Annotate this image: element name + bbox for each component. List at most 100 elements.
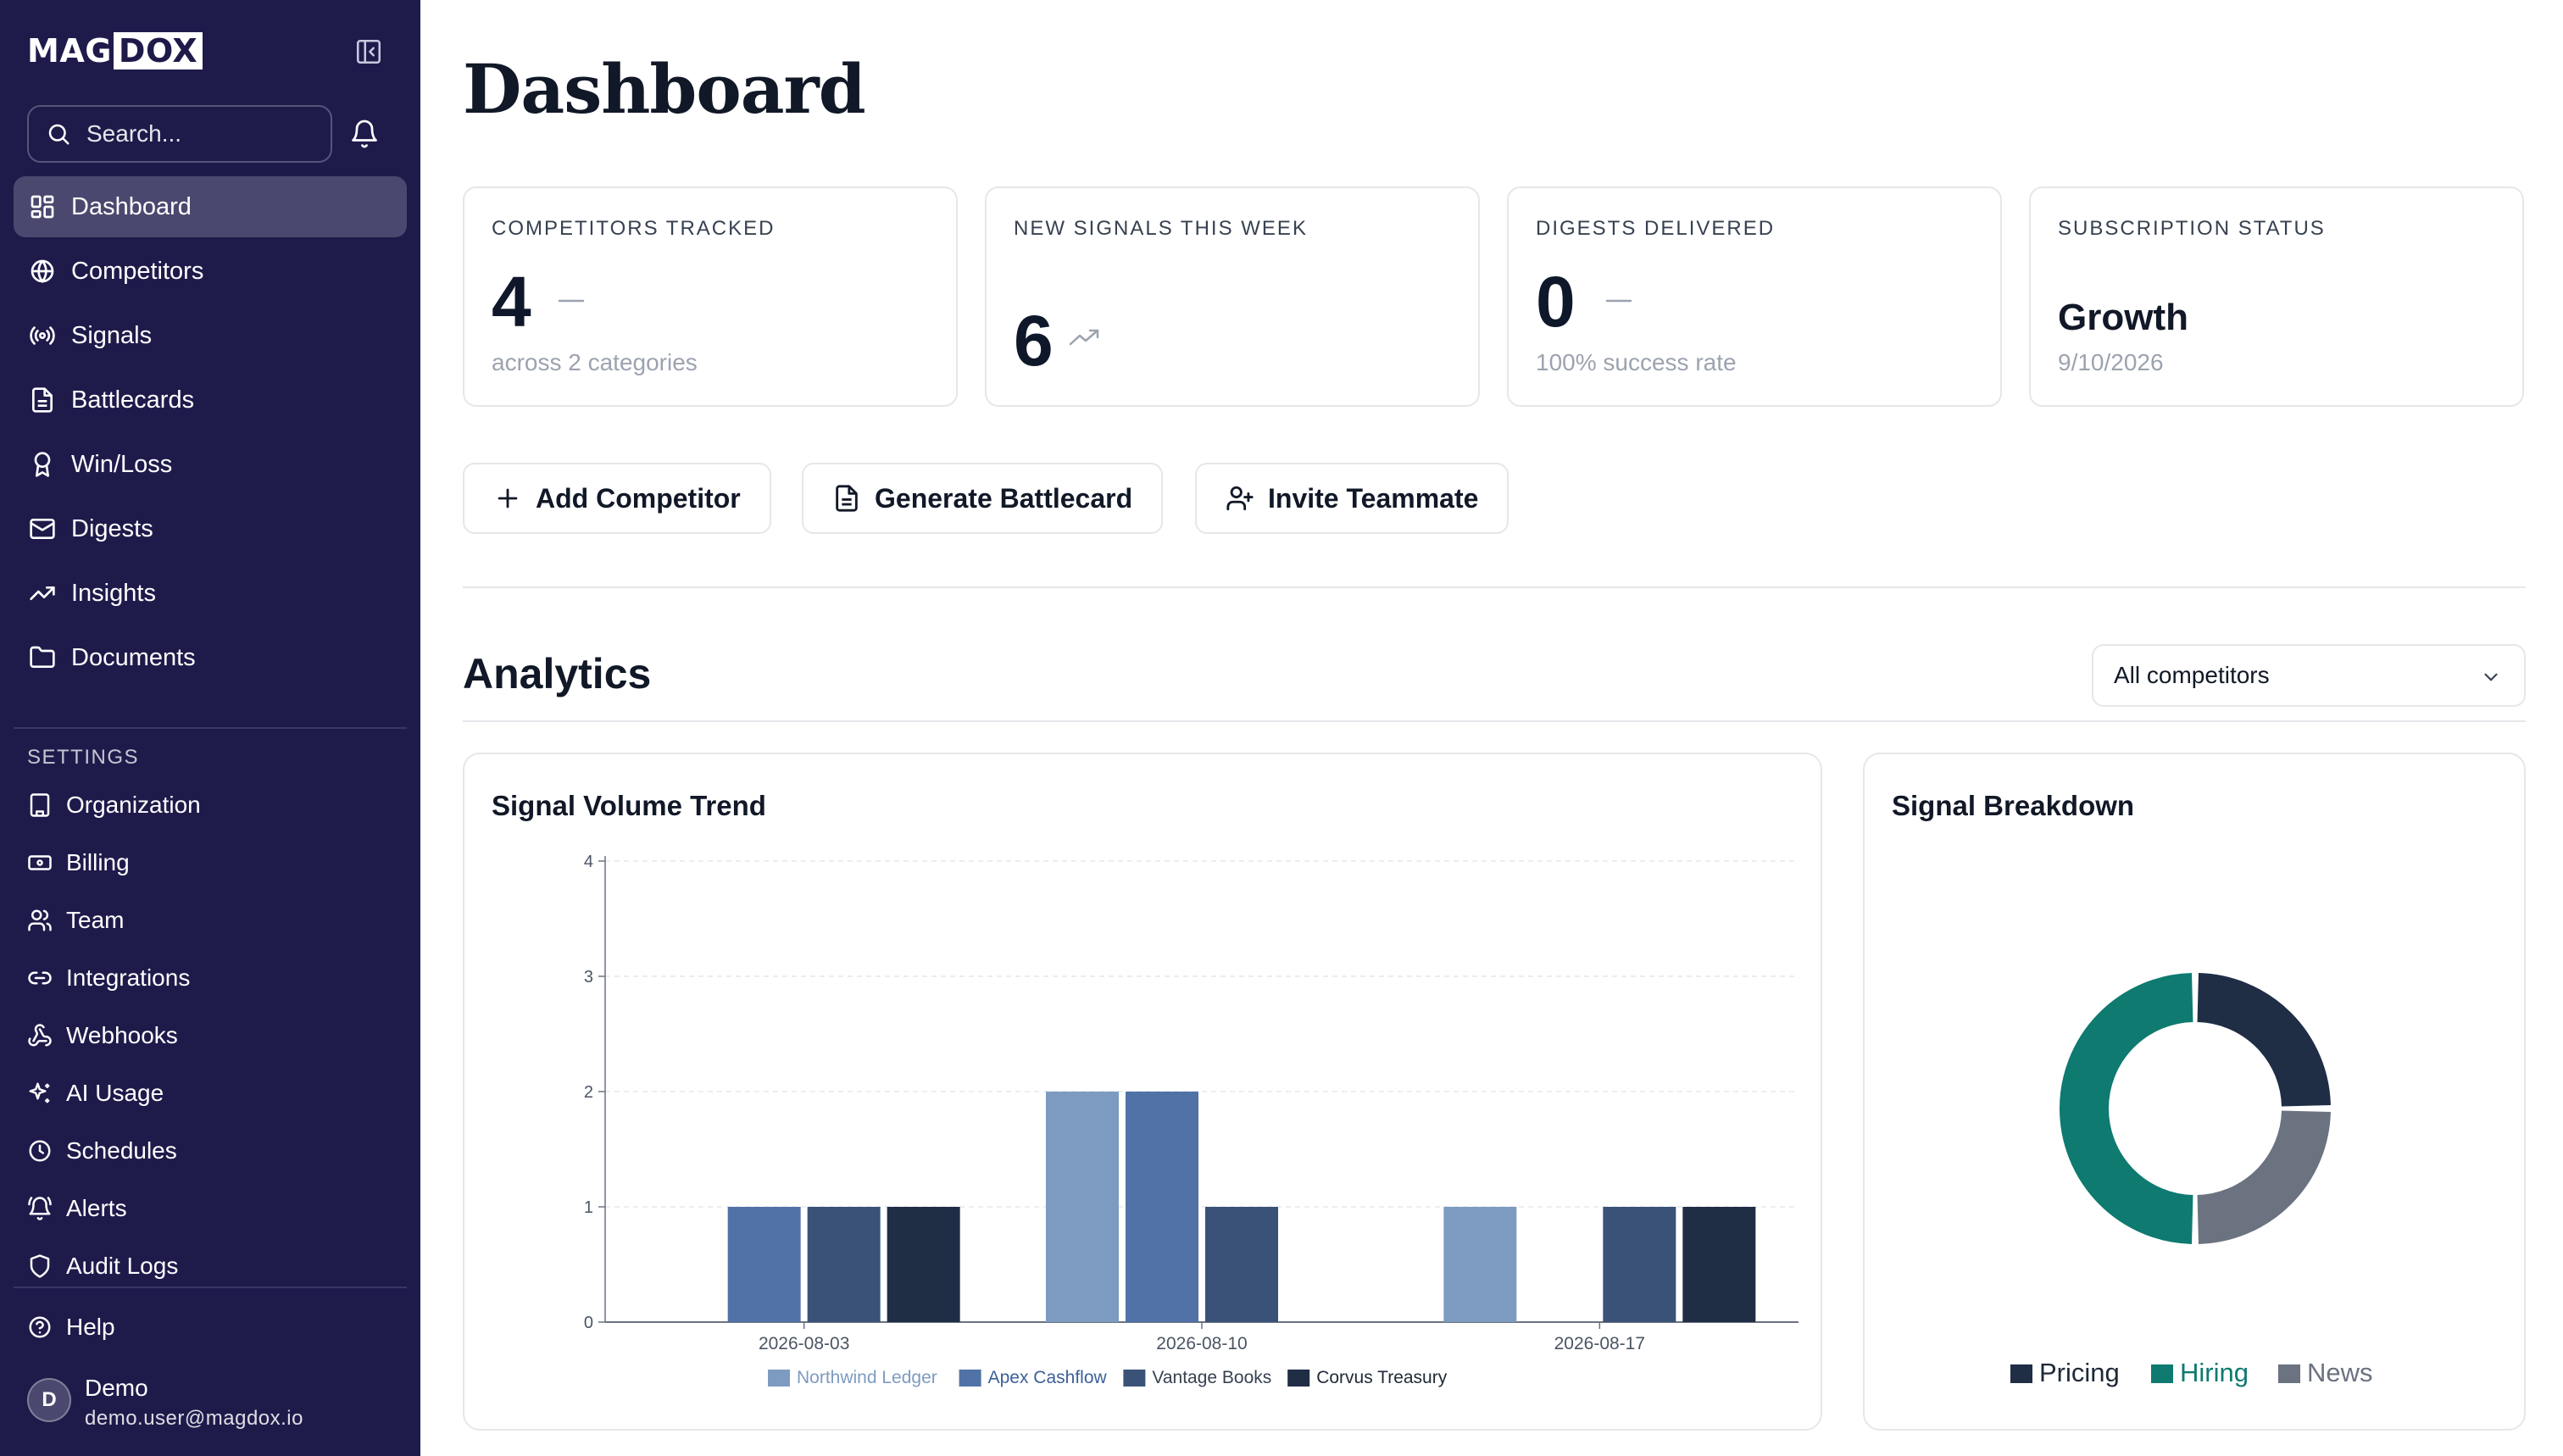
settings-item-label: Schedules (66, 1137, 177, 1164)
nav-item-winloss[interactable]: Win/Loss (14, 434, 407, 495)
invite-teammate-button[interactable]: Invite Teammate (1195, 463, 1509, 534)
chart-title: Signal Volume Trend (492, 790, 766, 821)
plus-icon (498, 488, 518, 508)
link-icon (28, 971, 52, 985)
nav-label: Signals (71, 321, 153, 349)
kpi-subtext: across 2 categories (492, 349, 698, 375)
nav-label: Documents (71, 643, 196, 671)
settings-item-label: Audit Logs (66, 1253, 179, 1279)
bar (1046, 1092, 1119, 1322)
kpi-subtext: 100% success rate (1536, 349, 1737, 375)
legend-label: Northwind Ledger (797, 1368, 937, 1387)
kpi-card-signals: NEW SIGNALS THIS WEEK 6 (985, 186, 1480, 407)
bar (727, 1207, 801, 1322)
nav-item-documents[interactable]: Documents (14, 627, 407, 688)
nav-label: Battlecards (71, 386, 195, 414)
button-label: Invite Teammate (1268, 482, 1479, 514)
bar (1443, 1207, 1517, 1322)
notifications-bell-icon[interactable] (349, 119, 380, 149)
settings-item-schedules[interactable]: Schedules (27, 1131, 177, 1171)
legend-label: News (2307, 1358, 2373, 1387)
page-title: Dashboard (463, 49, 866, 129)
folder-icon (30, 646, 55, 668)
competitor-filter-select[interactable]: All competitors (2092, 644, 2526, 707)
user-email: demo.user@magdox.io (85, 1407, 303, 1430)
clock-icon (29, 1140, 51, 1162)
settings-item-label: Webhooks (66, 1022, 178, 1048)
signal-volume-bar-chart: 0 1 2 3 4 2026-08-03 2026-08-10 2026-08-17 North… (584, 853, 1799, 1387)
help-link[interactable]: Help (27, 1307, 115, 1348)
settings-item-audit-logs[interactable]: Audit Logs (27, 1246, 178, 1287)
document-icon (836, 485, 858, 512)
x-tick-label: 2026-08-03 (759, 1334, 849, 1353)
y-tick-label: 1 (584, 1198, 593, 1217)
sidebar: MAG DOX Search... Dashboard Competitors S… (0, 0, 420, 1456)
help-label: Help (66, 1314, 115, 1340)
legend-label: Hiring (2180, 1358, 2249, 1387)
kpi-value: 4 (492, 262, 531, 342)
section-divider (463, 586, 2526, 588)
nav-item-digests[interactable]: Digests (14, 498, 407, 559)
kpi-value: 0 (1536, 262, 1576, 342)
kpi-card-digests: DIGESTS DELIVERED 0 100% success rate (1507, 186, 2002, 407)
legend-label: Corvus Treasury (1316, 1368, 1448, 1387)
trending-up-icon (30, 586, 55, 600)
users-icon (28, 909, 52, 931)
kpi-label: SUBSCRIPTION STATUS (2058, 217, 2326, 240)
radio-signal-icon (30, 326, 55, 345)
subscription-plan: Growth (2058, 297, 2188, 338)
kpi-card-competitors: COMPETITORS TRACKED 4 across 2 categorie… (463, 186, 958, 407)
nav-item-insights[interactable]: Insights (14, 563, 407, 624)
settings-item-alerts[interactable]: Alerts (27, 1188, 127, 1229)
nav-label: Win/Loss (71, 450, 173, 478)
settings-item-billing[interactable]: Billing (27, 842, 130, 883)
legend-swatch (2151, 1364, 2173, 1383)
nav-item-battlecards[interactable]: Battlecards (14, 370, 407, 431)
settings-item-organization[interactable]: Organization (27, 785, 201, 825)
donut-slice (2060, 973, 2194, 1244)
chevron-down-icon (2484, 673, 2498, 681)
globe-icon (31, 259, 54, 284)
nav-item-dashboard[interactable]: Dashboard (14, 176, 407, 237)
nav-label: Competitors (71, 257, 204, 285)
magdox-logo[interactable]: MAG DOX (27, 32, 203, 69)
award-icon (34, 452, 51, 477)
generate-battlecard-button[interactable]: Generate Battlecard (802, 463, 1164, 534)
settings-item-label: Team (66, 907, 125, 933)
document-icon (32, 387, 53, 413)
search-input[interactable]: Search... (27, 105, 332, 163)
search-icon (48, 124, 69, 145)
settings-item-webhooks[interactable]: Webhooks (27, 1015, 178, 1056)
avatar[interactable]: D (27, 1378, 71, 1422)
y-tick-label: 0 (584, 1314, 593, 1332)
webhook-icon (28, 1024, 52, 1047)
trend-up-icon (1069, 329, 1099, 346)
nav-item-signals[interactable]: Signals (14, 305, 407, 366)
settings-item-team[interactable]: Team (27, 900, 124, 941)
sidebar-divider (14, 727, 407, 729)
signal-volume-trend-card: Signal Volume Trend 0 1 2 3 4 2026-08-03 2026-… (463, 753, 1822, 1431)
add-competitor-button[interactable]: Add Competitor (463, 463, 771, 534)
kpi-label: DIGESTS DELIVERED (1536, 217, 1776, 240)
mail-icon (30, 519, 55, 539)
settings-item-ai-usage[interactable]: AI Usage (27, 1073, 164, 1114)
shield-icon (30, 1254, 50, 1278)
sidebar-collapse-icon[interactable] (354, 37, 383, 66)
bar (1205, 1207, 1278, 1322)
nav-label: Insights (71, 579, 156, 607)
nav-item-competitors[interactable]: Competitors (14, 241, 407, 302)
sparkles-icon (29, 1082, 50, 1103)
bar (1682, 1207, 1756, 1322)
nav-label: Dashboard (71, 192, 192, 220)
legend-label: Pricing (2039, 1358, 2120, 1387)
button-label: Generate Battlecard (875, 482, 1133, 514)
signal-breakdown-card: Signal Breakdown Pricing Hiring News (1863, 753, 2526, 1431)
settings-item-label: Integrations (66, 964, 191, 991)
trend-flat-icon (1605, 299, 1632, 303)
legend-swatch (2278, 1364, 2300, 1383)
signal-breakdown-donut-chart: Pricing Hiring News (2010, 973, 2373, 1387)
legend-swatch (1287, 1370, 1310, 1387)
section-divider (463, 720, 2526, 722)
settings-item-integrations[interactable]: Integrations (27, 958, 190, 998)
sidebar-divider (14, 1287, 407, 1288)
